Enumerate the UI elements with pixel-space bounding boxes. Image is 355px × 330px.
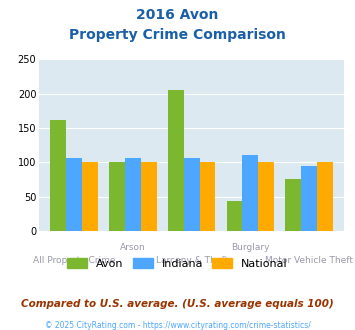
Bar <box>168 90 184 231</box>
Bar <box>50 120 66 231</box>
Text: Property Crime Comparison: Property Crime Comparison <box>69 28 286 42</box>
Text: Larceny & Theft: Larceny & Theft <box>155 256 228 265</box>
Bar <box>317 162 333 231</box>
Bar <box>184 158 200 231</box>
Bar <box>200 162 215 231</box>
Text: Compared to U.S. average. (U.S. average equals 100): Compared to U.S. average. (U.S. average … <box>21 299 334 309</box>
Text: Motor Vehicle Theft: Motor Vehicle Theft <box>265 256 353 265</box>
Bar <box>82 162 98 231</box>
Bar <box>125 158 141 231</box>
Bar <box>109 162 125 231</box>
Legend: Avon, Indiana, National: Avon, Indiana, National <box>63 254 292 273</box>
Bar <box>258 162 274 231</box>
Bar <box>66 158 82 231</box>
Bar <box>226 201 242 231</box>
Bar <box>141 162 157 231</box>
Text: © 2025 CityRating.com - https://www.cityrating.com/crime-statistics/: © 2025 CityRating.com - https://www.city… <box>45 321 310 330</box>
Bar <box>285 179 301 231</box>
Bar <box>242 155 258 231</box>
Text: All Property Crime: All Property Crime <box>33 256 115 265</box>
Text: Arson: Arson <box>120 243 146 251</box>
Text: Burglary: Burglary <box>231 243 270 251</box>
Text: 2016 Avon: 2016 Avon <box>136 8 219 22</box>
Bar <box>301 166 317 231</box>
